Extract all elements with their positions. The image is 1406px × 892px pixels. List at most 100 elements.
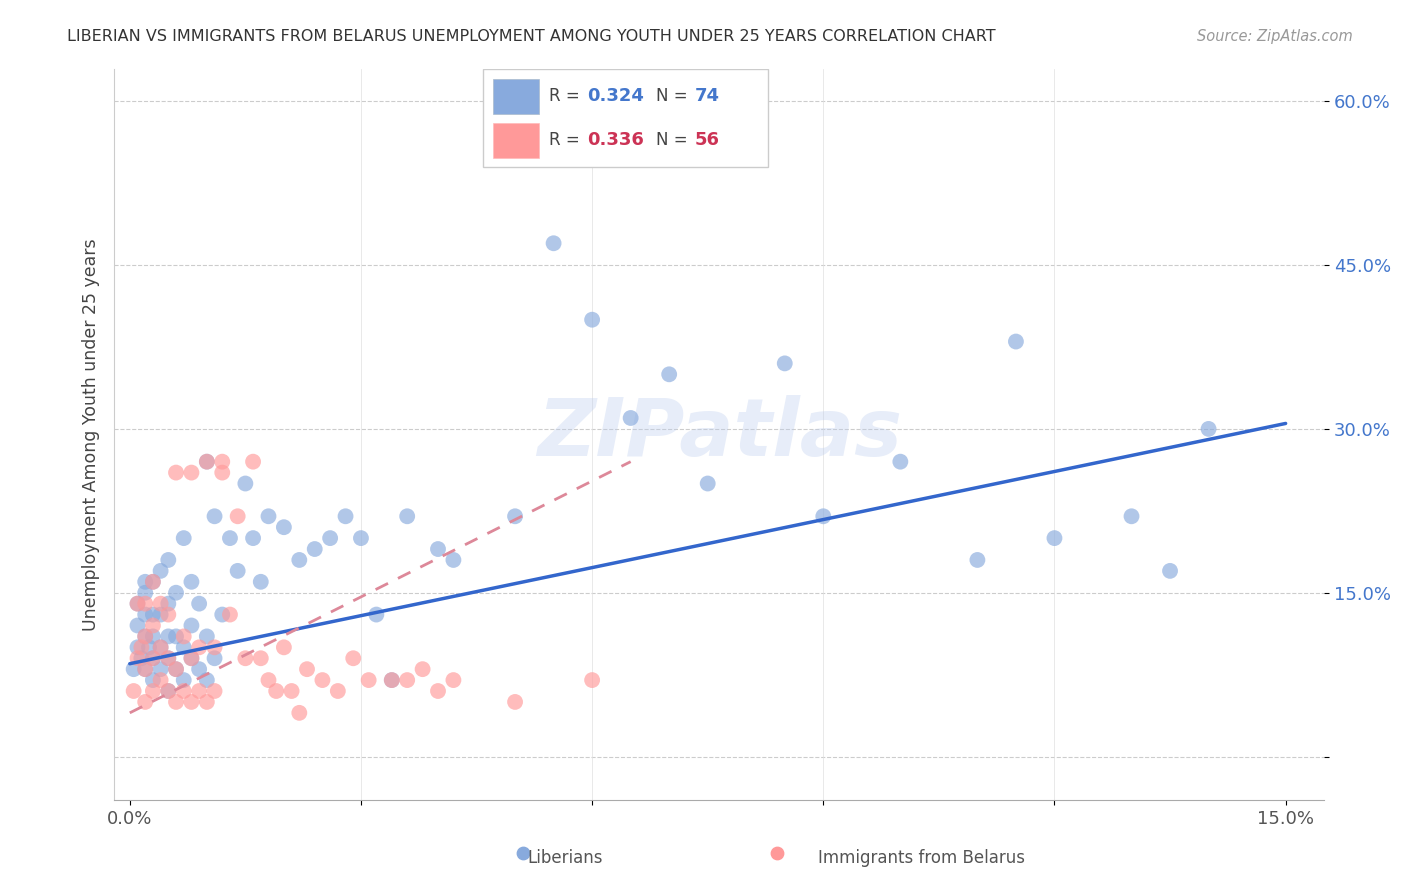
Point bbox=[134, 574, 156, 589]
Point bbox=[165, 585, 187, 599]
Point bbox=[396, 509, 419, 524]
Point bbox=[204, 651, 226, 665]
Text: Source: ZipAtlas.com: Source: ZipAtlas.com bbox=[1197, 29, 1353, 45]
Point bbox=[134, 607, 156, 622]
Point bbox=[1198, 422, 1220, 436]
Point bbox=[134, 662, 156, 676]
Point bbox=[138, 640, 160, 655]
Point bbox=[295, 662, 318, 676]
Point bbox=[142, 651, 165, 665]
Point bbox=[149, 607, 172, 622]
Point bbox=[273, 640, 295, 655]
Point bbox=[813, 509, 835, 524]
Point bbox=[441, 553, 464, 567]
Point bbox=[134, 629, 156, 643]
Point bbox=[249, 651, 271, 665]
Point bbox=[165, 662, 187, 676]
Point bbox=[157, 651, 180, 665]
Point bbox=[966, 553, 988, 567]
Point bbox=[889, 455, 911, 469]
Point bbox=[257, 509, 280, 524]
Text: ZIPatlas: ZIPatlas bbox=[537, 395, 901, 474]
Point bbox=[658, 368, 681, 382]
Point bbox=[134, 629, 156, 643]
Point bbox=[226, 564, 249, 578]
Point bbox=[219, 607, 242, 622]
Point bbox=[195, 455, 218, 469]
Point bbox=[142, 574, 165, 589]
Point bbox=[180, 618, 202, 632]
Point bbox=[195, 455, 218, 469]
Point bbox=[134, 695, 156, 709]
Point bbox=[157, 629, 180, 643]
Text: LIBERIAN VS IMMIGRANTS FROM BELARUS UNEMPLOYMENT AMONG YOUTH UNDER 25 YEARS CORR: LIBERIAN VS IMMIGRANTS FROM BELARUS UNEM… bbox=[67, 29, 995, 45]
Point bbox=[264, 684, 287, 698]
Text: N =: N = bbox=[657, 131, 693, 149]
Point bbox=[280, 684, 302, 698]
Point bbox=[503, 509, 526, 524]
Point bbox=[157, 651, 180, 665]
Point bbox=[180, 651, 202, 665]
Point bbox=[180, 466, 202, 480]
Point bbox=[127, 618, 149, 632]
Point bbox=[195, 629, 218, 643]
Point bbox=[134, 662, 156, 676]
Point bbox=[142, 684, 165, 698]
Point bbox=[149, 662, 172, 676]
Point bbox=[211, 466, 233, 480]
Point bbox=[157, 597, 180, 611]
Point bbox=[342, 651, 364, 665]
Point bbox=[122, 684, 145, 698]
Point bbox=[235, 476, 257, 491]
Point bbox=[381, 673, 404, 687]
Point bbox=[412, 662, 434, 676]
Text: 0.336: 0.336 bbox=[588, 131, 644, 149]
Point bbox=[249, 574, 271, 589]
Text: Immigrants from Belarus: Immigrants from Belarus bbox=[818, 849, 1025, 867]
Point bbox=[696, 476, 718, 491]
Point bbox=[149, 564, 172, 578]
Point bbox=[773, 356, 796, 370]
Point bbox=[326, 684, 349, 698]
Point bbox=[204, 509, 226, 524]
Point bbox=[441, 673, 464, 687]
Point bbox=[127, 597, 149, 611]
Point bbox=[195, 673, 218, 687]
Point bbox=[134, 585, 156, 599]
Point bbox=[204, 640, 226, 655]
Point bbox=[122, 662, 145, 676]
Point bbox=[149, 640, 172, 655]
Text: R =: R = bbox=[548, 87, 585, 105]
FancyBboxPatch shape bbox=[494, 78, 538, 114]
Point bbox=[1159, 564, 1181, 578]
Point bbox=[165, 695, 187, 709]
Point bbox=[131, 651, 153, 665]
Point bbox=[173, 684, 195, 698]
Point bbox=[180, 695, 202, 709]
Point bbox=[311, 673, 333, 687]
Point bbox=[257, 673, 280, 687]
Text: 56: 56 bbox=[695, 131, 720, 149]
Point bbox=[211, 455, 233, 469]
Point bbox=[350, 531, 373, 545]
Point bbox=[319, 531, 342, 545]
Point bbox=[127, 651, 149, 665]
Text: R =: R = bbox=[548, 131, 585, 149]
Point bbox=[149, 597, 172, 611]
Point bbox=[157, 684, 180, 698]
Point bbox=[304, 542, 326, 557]
Point bbox=[211, 607, 233, 622]
Point bbox=[127, 597, 149, 611]
Text: 0.324: 0.324 bbox=[588, 87, 644, 105]
Point bbox=[149, 673, 172, 687]
Text: 74: 74 bbox=[695, 87, 720, 105]
FancyBboxPatch shape bbox=[494, 123, 538, 158]
Point bbox=[427, 684, 450, 698]
Point bbox=[503, 695, 526, 709]
Point bbox=[581, 673, 603, 687]
Point bbox=[173, 673, 195, 687]
Point bbox=[142, 651, 165, 665]
Point bbox=[142, 607, 165, 622]
Point bbox=[427, 542, 450, 557]
Point bbox=[157, 684, 180, 698]
